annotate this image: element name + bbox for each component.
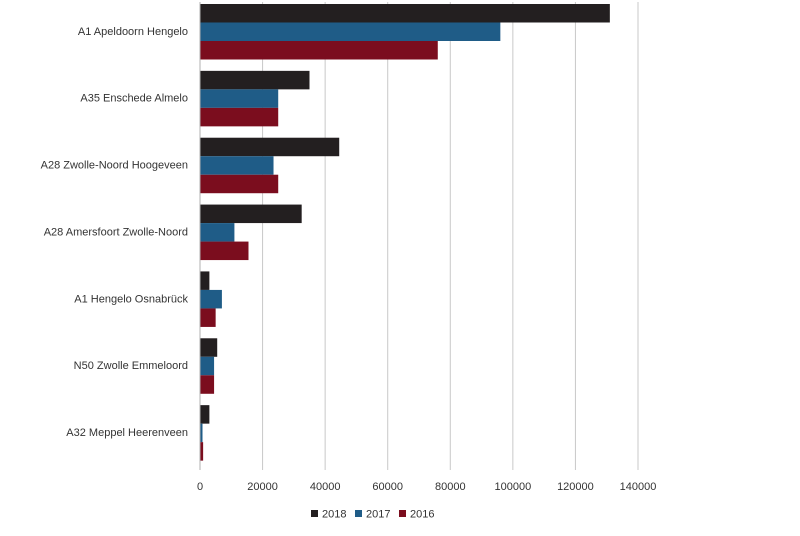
category-labels: A1 Apeldoorn Hengelo A35 Enschede Almelo A… [41,26,189,439]
category-label: A1 Hengelo Osnabrück [74,293,188,305]
gridlines [262,2,639,470]
bar-2018 [200,338,218,357]
bar-2017 [200,89,279,108]
bar-2016 [200,375,215,394]
x-tick-label: 140000 [620,481,657,493]
x-tick-label: 120000 [557,481,594,493]
bar-2018 [200,204,302,224]
legend-swatch-2016 [399,510,406,517]
x-tick-label: 60000 [372,481,403,493]
legend: 2018 2017 2016 [311,509,434,521]
legend-label: 2016 [410,509,434,521]
bar-2016 [200,41,438,60]
category-label: A32 Meppel Heerenveen [66,427,188,439]
bar-2018 [200,137,340,157]
x-tick-labels: 0 20000 40000 60000 80000 100000 120000 140000 [197,481,656,493]
bar-2018 [200,4,610,23]
bar-2016 [200,241,249,261]
legend-swatch-2018 [311,510,318,517]
bar-2017 [200,289,222,309]
bar-2016 [200,107,279,127]
legend-label: 2018 [322,509,346,521]
bar-2017 [200,223,235,242]
bar-2017 [200,423,203,443]
x-tick-label: 100000 [494,481,531,493]
bar-2017 [200,156,274,175]
category-label: N50 Zwolle Emmeloord [74,360,188,372]
bar-2017 [200,22,501,41]
category-label: A28 Zwolle-Noord Hoogeveen [41,160,188,172]
bar-2018 [200,405,210,424]
category-label: A28 Amersfoort Zwolle-Noord [44,226,188,238]
x-tick-label: 0 [197,481,203,493]
bar-2017 [200,356,215,376]
bar-2018 [200,271,210,290]
bar-2016 [200,174,279,194]
x-tick-label: 20000 [247,481,278,493]
x-tick-label: 80000 [435,481,466,493]
bar-2016 [200,308,216,327]
x-tick-label: 40000 [310,481,341,493]
legend-swatch-2017 [355,510,362,517]
category-label: A35 Enschede Almelo [80,93,188,105]
legend-label: 2017 [366,509,390,521]
bars [200,4,610,461]
bar-2016 [200,442,204,461]
category-label: A1 Apeldoorn Hengelo [78,26,188,38]
bar-2018 [200,70,310,90]
